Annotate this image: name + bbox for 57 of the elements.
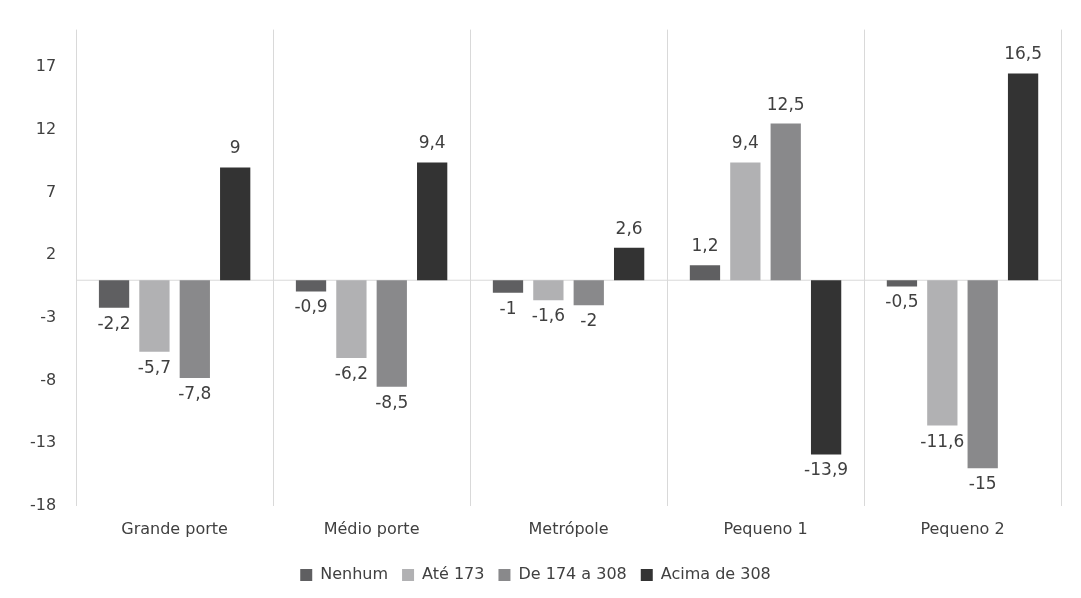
bar bbox=[1007, 73, 1039, 281]
bar bbox=[220, 167, 251, 281]
bar bbox=[179, 280, 210, 378]
data-label: 9,4 bbox=[418, 132, 446, 153]
data-label: -11,6 bbox=[920, 430, 965, 451]
bar bbox=[886, 280, 918, 287]
data-label: -6,2 bbox=[334, 362, 368, 383]
bar bbox=[613, 247, 645, 281]
data-label: -13,9 bbox=[804, 459, 849, 480]
data-label: -8,5 bbox=[375, 391, 409, 412]
data-label: -5,7 bbox=[137, 356, 172, 377]
data-label: -7,8 bbox=[178, 382, 212, 403]
y-tick-label: -8 bbox=[40, 369, 57, 389]
data-label: -0,9 bbox=[294, 296, 328, 317]
data-label: -1 bbox=[499, 297, 517, 318]
legend-label: De 174 a 308 bbox=[518, 564, 627, 584]
x-tick-label: Grande porte bbox=[121, 518, 228, 538]
y-tick-label: 12 bbox=[35, 119, 57, 139]
data-label: -1,6 bbox=[531, 305, 565, 326]
y-tick-label: 2 bbox=[45, 244, 57, 264]
y-tick-label: -3 bbox=[40, 306, 57, 326]
bar bbox=[295, 280, 327, 292]
bar bbox=[689, 265, 721, 281]
y-tick-label: -18 bbox=[29, 494, 57, 514]
data-label: 9 bbox=[229, 137, 241, 158]
data-label: 1,2 bbox=[691, 235, 719, 256]
bar bbox=[927, 280, 958, 426]
legend-label: Acima de 308 bbox=[660, 564, 771, 584]
bar bbox=[336, 280, 367, 358]
bar bbox=[810, 280, 842, 455]
bar bbox=[139, 280, 170, 352]
bar bbox=[492, 280, 524, 293]
y-tick-label: 7 bbox=[45, 181, 57, 201]
data-label: 12,5 bbox=[766, 93, 805, 114]
bar bbox=[417, 162, 448, 281]
x-tick-label: Pequeno 2 bbox=[920, 518, 1005, 538]
bar bbox=[730, 162, 761, 281]
data-label: -0,5 bbox=[885, 291, 919, 312]
legend-label: Até 173 bbox=[422, 564, 485, 584]
data-label: -15 bbox=[968, 473, 997, 494]
legend-label: Nenhum bbox=[320, 564, 389, 584]
bar bbox=[967, 280, 998, 469]
data-label: 16,5 bbox=[1004, 43, 1043, 64]
y-tick-label: -13 bbox=[29, 432, 57, 452]
x-tick-label: Médio porte bbox=[323, 518, 420, 538]
data-label: -2,2 bbox=[97, 312, 131, 333]
bar bbox=[573, 280, 604, 306]
data-label: 2,6 bbox=[615, 217, 643, 238]
x-tick-label: Pequeno 1 bbox=[723, 518, 808, 538]
data-label: 9,4 bbox=[731, 132, 759, 153]
bar bbox=[376, 280, 407, 387]
y-tick-label: 17 bbox=[35, 56, 57, 76]
bar bbox=[98, 280, 130, 308]
bar bbox=[770, 123, 801, 281]
x-tick-label: Metrópole bbox=[528, 518, 609, 538]
data-label: -2 bbox=[580, 310, 598, 331]
bar bbox=[533, 280, 564, 301]
